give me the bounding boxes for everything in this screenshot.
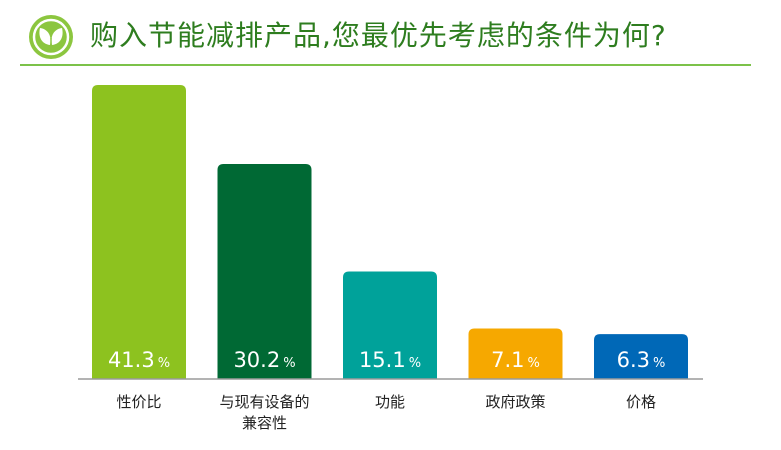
bar-4: [468, 328, 563, 379]
header: 购入节能减排产品,您最优先考虑的条件为何?: [0, 0, 781, 70]
category-label-3: 功能: [375, 393, 405, 411]
bar-5: [594, 334, 688, 379]
bar-1: [92, 85, 186, 379]
leaf-sprout-icon: [29, 15, 73, 59]
bar-value-label-1: 41.3%: [108, 348, 170, 372]
bar-value-label-4: 7.1%: [491, 348, 540, 372]
bar-2: [217, 164, 312, 379]
bars-group: 41.3% 30.2% 15.1% 7.1% 6.3%: [92, 85, 688, 379]
category-label-5: 价格: [626, 393, 656, 411]
header-divider: [20, 64, 751, 66]
bar-3: [343, 271, 437, 379]
category-label-1: 性价比: [116, 393, 161, 411]
page-title: 购入节能减排产品,您最优先考虑的条件为何?: [90, 19, 667, 52]
category-label-2-line-2: 兼容性: [242, 414, 287, 432]
bar-value-label-5: 6.3%: [617, 348, 666, 372]
category-label-2-line-1: 与现有设备的: [219, 393, 309, 411]
category-label-4: 政府政策: [485, 393, 545, 411]
bar-value-label-2: 30.2%: [233, 348, 295, 372]
bar-value-label-3: 15.1%: [359, 348, 421, 372]
